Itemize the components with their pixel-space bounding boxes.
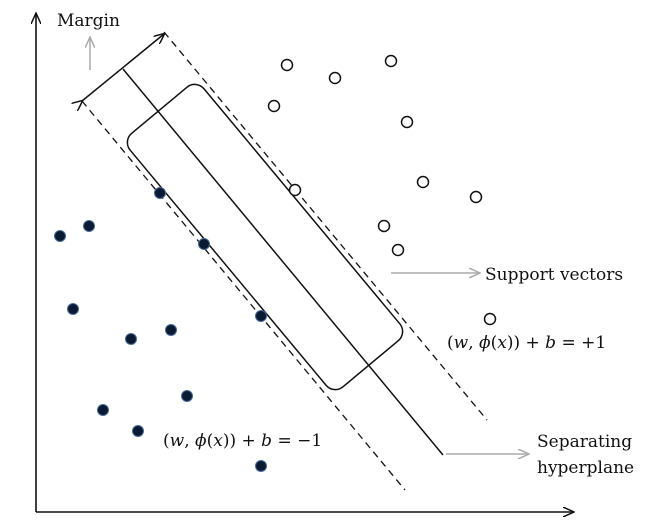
negative-point: [67, 303, 79, 315]
positive-point: [416, 175, 430, 189]
negative-point: [83, 220, 95, 232]
positive-point: [288, 183, 302, 197]
positive-point: [400, 115, 414, 129]
separating-hyperplane: [122, 68, 444, 456]
negative-point: [97, 404, 109, 416]
negative-point: [154, 187, 166, 199]
negative-point: [255, 460, 267, 472]
margin-boundary-lower: [81, 100, 406, 491]
negative-point: [165, 324, 177, 336]
margin-boundary-upper: [163, 31, 488, 421]
negative-point: [198, 238, 210, 250]
positive-class-points: [267, 54, 497, 326]
equation-positive: (w, ϕ(x)) + b = +1: [447, 333, 606, 353]
positive-point: [377, 219, 391, 233]
positive-point: [469, 190, 483, 204]
positive-point: [483, 312, 497, 326]
support-vectors-label: Support vectors: [485, 265, 623, 285]
positive-point: [384, 54, 398, 68]
positive-point: [328, 71, 342, 85]
negative-class-points: [54, 187, 267, 472]
support-vector-box: [126, 83, 404, 391]
negative-point: [125, 333, 137, 345]
margin-arrow: [82, 34, 164, 101]
positive-point: [280, 58, 294, 72]
negative-point: [181, 390, 193, 402]
margin-label: Margin: [57, 11, 120, 31]
negative-point: [132, 425, 144, 437]
equation-negative: (w, ϕ(x)) + b = −1: [163, 431, 322, 451]
positive-point: [391, 243, 405, 257]
separating-hyperplane-label-line2: hyperplane: [537, 458, 634, 478]
negative-point: [255, 310, 267, 322]
negative-point: [54, 230, 66, 242]
positive-point: [267, 99, 281, 113]
separating-hyperplane-label-line1: Separating: [537, 432, 632, 452]
